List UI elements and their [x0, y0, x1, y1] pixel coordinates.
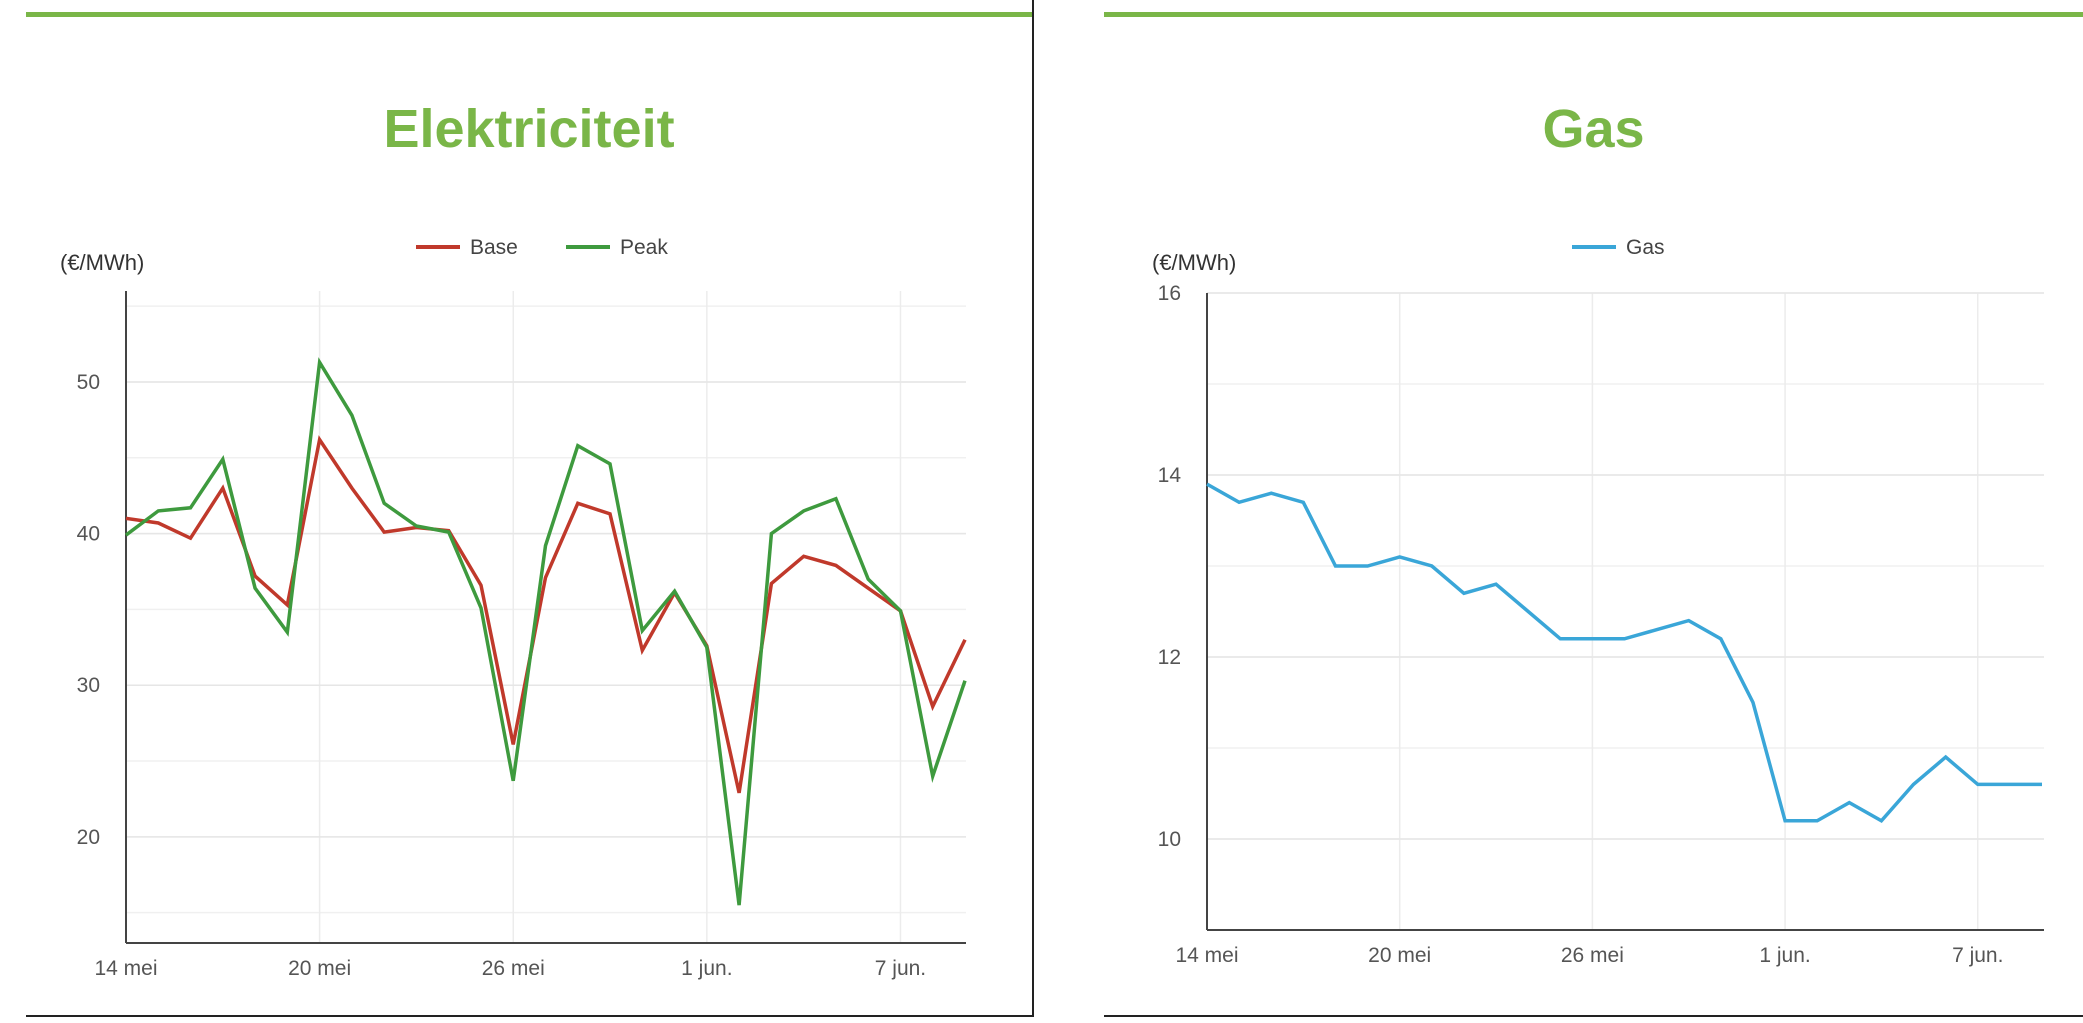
x-tick-label: 1 jun.: [1759, 944, 1810, 967]
x-tick-label: 26 mei: [482, 957, 545, 980]
x-tick-label: 14 mei: [1175, 944, 1238, 967]
x-tick-label: 20 mei: [1368, 944, 1431, 967]
chart-title: Gas: [1542, 99, 1645, 159]
x-tick-label: 14 mei: [94, 957, 157, 980]
legend-label-peak: Peak: [620, 236, 668, 259]
y-tick-label: 10: [1158, 828, 1181, 851]
series-line-peak: [124, 357, 967, 906]
series-line-base: [125, 435, 967, 794]
y-tick-label: 16: [1158, 282, 1181, 305]
x-tick-label: 7 jun.: [1952, 944, 2003, 967]
panel-accent-bar: [1104, 12, 2083, 17]
x-tick-label: 20 mei: [288, 957, 351, 980]
y-tick-label: 30: [77, 674, 100, 697]
y-axis-unit-label: (€/MWh): [60, 250, 144, 275]
gas-chart-panel: Gas 14 mei 20 mei 26 mei 1 jun. 7 jun. 10 12 14…: [1104, 0, 2083, 1017]
gas-chart: 14 mei 20 mei 26 mei 1 jun. 7 jun. 10 12 14 16 (€…: [1152, 236, 2044, 967]
y-tick-label: 40: [77, 523, 100, 546]
y-tick-label: 20: [77, 826, 100, 849]
panel-accent-bar: [26, 12, 1032, 17]
electricity-chart: 14 mei 20 mei 26 mei 1 jun. 7 jun. 20 30 40 50 (€…: [60, 236, 967, 980]
legend-label-gas: Gas: [1626, 236, 1665, 259]
y-tick-label: 14: [1158, 464, 1182, 487]
chart-title: Elektriciteit: [383, 99, 675, 159]
legend-label-base: Base: [470, 236, 518, 259]
y-axis-unit-label: (€/MWh): [1152, 250, 1236, 275]
x-tick-label: 26 mei: [1561, 944, 1624, 967]
y-tick-label: 12: [1158, 646, 1181, 669]
x-tick-label: 7 jun.: [875, 957, 926, 980]
x-tick-label: 1 jun.: [681, 957, 732, 980]
y-tick-label: 50: [77, 371, 100, 394]
electricity-chart-panel: Elektriciteit 14 mei 20 mei 26 mei 1 jun. 7 …: [26, 0, 1034, 1017]
series-line-gas: [1206, 482, 2042, 824]
